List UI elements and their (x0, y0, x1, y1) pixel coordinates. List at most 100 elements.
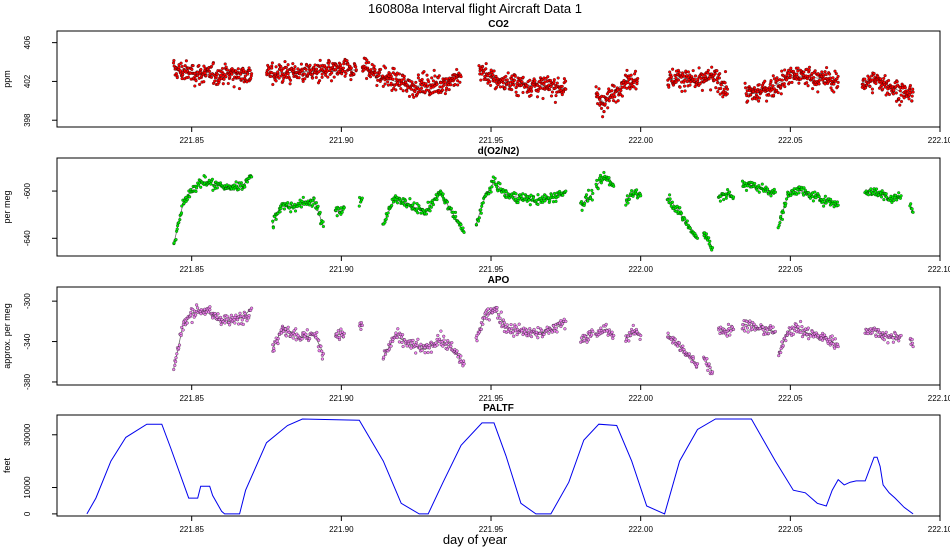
data-point (783, 68, 787, 72)
data-point (435, 198, 439, 202)
data-point (512, 78, 516, 82)
data-point (337, 69, 341, 74)
data-point (513, 74, 517, 78)
data-point (487, 192, 491, 196)
data-point (817, 82, 821, 86)
data-point (614, 100, 618, 104)
data-point (628, 87, 632, 91)
data-point (812, 75, 816, 80)
data-point (489, 190, 493, 194)
data-point (820, 338, 825, 342)
data-point (491, 73, 495, 77)
data-point (484, 62, 488, 66)
data-point (459, 354, 463, 358)
data-point (635, 82, 639, 86)
chart-title: PALTF (483, 403, 514, 414)
data-point (679, 211, 684, 215)
data-point (706, 68, 710, 72)
data-point (879, 195, 884, 199)
data-segment-3 (333, 205, 346, 218)
data-point (691, 69, 695, 73)
data-point (354, 65, 358, 69)
data-point (784, 202, 788, 206)
data-point (495, 308, 499, 313)
x-tick-label: 221.90 (329, 136, 354, 145)
data-point (414, 80, 418, 84)
data-point (504, 190, 508, 194)
data-point (426, 84, 430, 88)
data-point (392, 67, 396, 71)
data-point (772, 87, 776, 91)
data-point (692, 77, 696, 81)
data-point (503, 86, 507, 91)
x-tick-label: 222.10 (928, 394, 950, 403)
data-point (249, 76, 253, 80)
data-point (836, 80, 840, 84)
data-point (381, 84, 385, 88)
data-point (441, 192, 445, 196)
data-point (336, 329, 340, 333)
data-point (769, 79, 773, 83)
data-point (292, 67, 296, 71)
data-point (233, 321, 237, 325)
data-point (179, 211, 184, 215)
data-point (224, 65, 228, 69)
data-point (345, 59, 349, 63)
data-point (478, 330, 482, 334)
data-segment-13 (740, 319, 777, 337)
data-point (424, 212, 428, 216)
data-point (392, 86, 396, 90)
data-point (283, 327, 288, 331)
data-point (584, 196, 588, 200)
data-point (489, 307, 493, 311)
data-point (521, 90, 525, 95)
data-point (498, 182, 502, 186)
data-point (625, 337, 629, 341)
data-point (636, 76, 640, 81)
data-point (813, 69, 817, 73)
data-point (459, 223, 463, 227)
data-point (879, 77, 883, 81)
data-point (549, 94, 554, 98)
y-tick-label: 406 (23, 35, 32, 49)
data-point (533, 79, 537, 83)
data-point (352, 72, 356, 76)
data-point (198, 82, 202, 86)
data-point (274, 217, 278, 221)
data-segment-9 (624, 188, 643, 207)
data-point (624, 203, 628, 207)
data-point (512, 334, 516, 338)
chart-title: d(O2/N2) (478, 146, 520, 157)
data-point (486, 307, 490, 311)
data-point (704, 232, 708, 236)
data-point (722, 87, 726, 91)
data-point (401, 344, 405, 349)
data-point (619, 88, 623, 93)
data-point (509, 323, 513, 327)
data-point (803, 188, 807, 192)
data-point (365, 58, 369, 62)
data-point (397, 340, 401, 344)
data-point (450, 341, 454, 345)
data-point (884, 192, 888, 196)
data-point (874, 81, 878, 86)
data-point (359, 327, 363, 331)
data-segment-8 (860, 71, 915, 107)
data-point (686, 70, 690, 74)
data-point (435, 194, 440, 198)
data-point (562, 77, 566, 81)
data-point (806, 191, 811, 195)
data-point (897, 191, 901, 195)
data-point (757, 96, 761, 100)
data-point (800, 335, 805, 339)
data-point (514, 325, 518, 329)
data-point (210, 177, 214, 181)
data-point (225, 314, 229, 318)
data-point (299, 62, 303, 66)
data-point (173, 363, 177, 367)
data-point (477, 216, 481, 220)
data-point (595, 178, 599, 182)
data-point (172, 367, 176, 372)
data-point (831, 338, 835, 342)
data-point (610, 89, 614, 93)
